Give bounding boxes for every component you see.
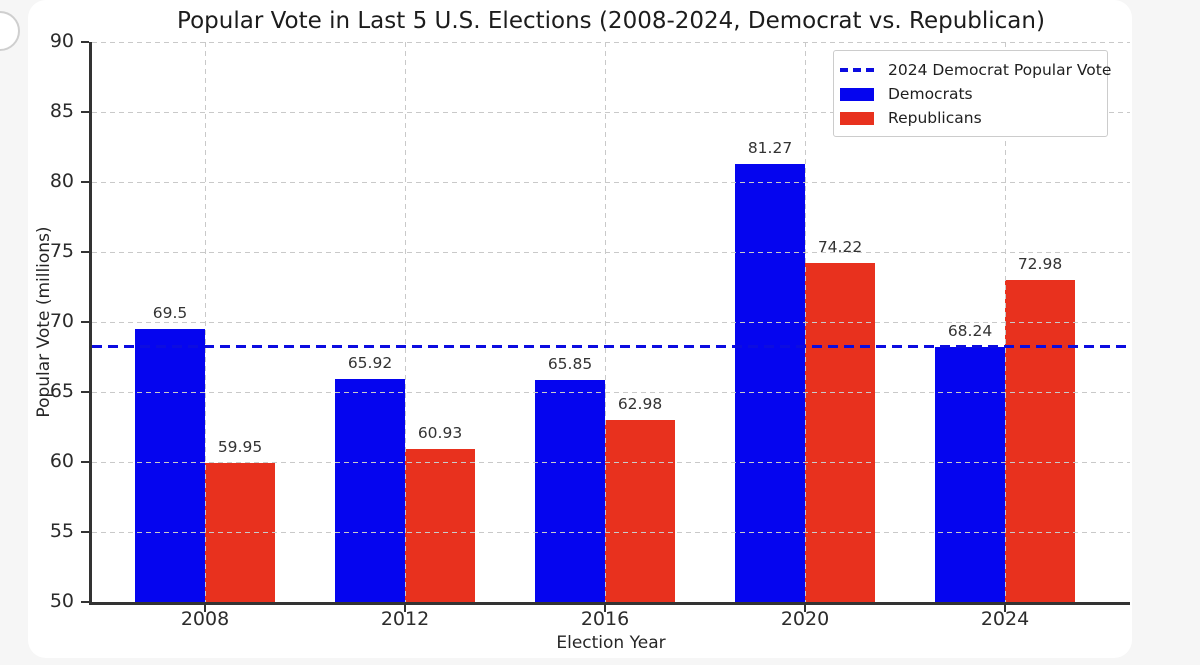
bar-republicans-2024 [1005, 280, 1075, 602]
republicans-swatch-icon [840, 111, 874, 125]
reference-line [92, 344, 1130, 349]
y-tick-label-50: 50 [49, 590, 74, 612]
y-tick-mark-75 [81, 251, 89, 253]
x-tick-label-2020: 2020 [780, 608, 830, 630]
chart-card: Popular Vote in Last 5 U.S. Elections (2… [28, 0, 1132, 658]
legend-label-democrats: Democrats [888, 85, 973, 103]
legend-label-reference-line: 2024 Democrat Popular Vote [888, 61, 1112, 79]
h-gridline-90 [92, 41, 1130, 43]
x-axis-label: Election Year [556, 633, 666, 653]
value-label-republicans-2020: 74.22 [817, 237, 863, 256]
x-axis-spine [89, 602, 1130, 605]
y-tick-label-80: 80 [49, 170, 74, 192]
value-label-democrats-2012: 65.92 [347, 354, 393, 373]
value-label-democrats-2016: 65.85 [547, 355, 593, 374]
y-tick-mark-80 [81, 181, 89, 183]
y-tick-mark-85 [81, 111, 89, 113]
x-tick-mark-2020 [804, 605, 806, 612]
x-tick-label-2024: 2024 [980, 608, 1030, 630]
dashed-line-swatch-icon [840, 68, 874, 72]
v-gridline-2012 [405, 42, 406, 602]
h-gridline-65 [92, 391, 1130, 393]
y-tick-mark-90 [81, 41, 89, 43]
chart-title: Popular Vote in Last 5 U.S. Elections (2… [177, 8, 1045, 34]
y-tick-label-65: 65 [49, 380, 74, 402]
h-gridline-70 [92, 321, 1130, 323]
bar-republicans-2020 [805, 262, 875, 602]
legend: 2024 Democrat Popular Vote Democrats Rep… [833, 50, 1111, 137]
h-gridline-75 [92, 251, 1130, 253]
bar-democrats-2008 [135, 329, 205, 602]
h-gridline-80 [92, 181, 1130, 183]
y-tick-mark-55 [81, 531, 89, 533]
bar-republicans-2016 [605, 420, 675, 602]
y-tick-label-70: 70 [49, 310, 74, 332]
bar-democrats-2020 [735, 164, 805, 602]
y-tick-mark-60 [81, 461, 89, 463]
x-tick-label-2016: 2016 [580, 608, 630, 630]
legend-item-reference-line: 2024 Democrat Popular Vote [840, 58, 1111, 82]
v-gridline-2008 [205, 42, 206, 602]
bar-democrats-2024 [935, 346, 1005, 602]
h-gridline-60 [92, 461, 1130, 463]
x-tick-mark-2012 [404, 605, 406, 612]
y-tick-label-60: 60 [49, 450, 74, 472]
y-tick-mark-50 [81, 601, 89, 603]
value-label-democrats-2020: 81.27 [747, 139, 793, 158]
value-label-republicans-2024: 72.98 [1017, 255, 1063, 274]
y-axis-spine [89, 42, 92, 605]
h-gridline-55 [92, 531, 1130, 533]
legend-item-democrats: Democrats [840, 82, 1101, 106]
democrats-swatch-icon [840, 87, 874, 101]
value-label-democrats-2024: 68.24 [947, 321, 993, 340]
v-gridline-2016 [605, 42, 606, 602]
y-tick-label-75: 75 [49, 240, 74, 262]
value-label-republicans-2008: 59.95 [217, 437, 263, 456]
y-tick-mark-65 [81, 391, 89, 393]
value-label-republicans-2016: 62.98 [617, 395, 663, 414]
y-tick-label-90: 90 [49, 30, 74, 52]
x-tick-mark-2008 [204, 605, 206, 612]
legend-item-republicans: Republicans [840, 106, 1101, 130]
bar-democrats-2012 [335, 379, 405, 602]
x-tick-mark-2024 [1004, 605, 1006, 612]
value-label-democrats-2008: 69.5 [152, 304, 188, 322]
x-tick-label-2012: 2012 [380, 608, 430, 630]
y-tick-label-85: 85 [49, 100, 74, 122]
legend-label-republicans: Republicans [888, 109, 982, 127]
value-label-republicans-2012: 60.93 [417, 423, 463, 442]
v-gridline-2020 [805, 42, 806, 602]
h-gridline-85 [92, 111, 1130, 113]
x-tick-mark-2016 [604, 605, 606, 612]
y-tick-label-55: 55 [49, 520, 74, 542]
bar-republicans-2012 [405, 448, 475, 602]
bar-democrats-2016 [535, 380, 605, 602]
v-gridline-2024 [1005, 42, 1006, 602]
y-tick-mark-70 [81, 321, 89, 323]
x-tick-label-2008: 2008 [180, 608, 230, 630]
plot-area: 2024 Democrat Popular Vote Democrats Rep… [50, 30, 1130, 630]
